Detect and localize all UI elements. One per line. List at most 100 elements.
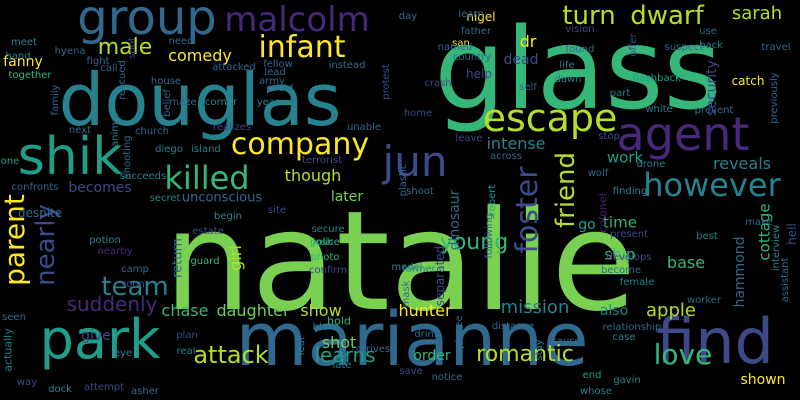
word: though — [284, 166, 342, 185]
word: shown — [740, 372, 786, 388]
word: soon — [121, 279, 145, 290]
word: attempt — [83, 382, 125, 393]
word: work — [606, 148, 644, 167]
word: arrives — [355, 344, 391, 355]
word: succeeds — [119, 171, 167, 182]
word: instead — [328, 60, 366, 71]
word: order — [413, 348, 451, 364]
word: sarah — [731, 3, 783, 24]
word: following — [484, 213, 495, 259]
word: spot — [127, 37, 138, 59]
word: female — [619, 277, 655, 288]
word: mask — [401, 280, 412, 308]
word: hunter — [398, 301, 452, 320]
word: finding — [612, 186, 648, 197]
word: help — [466, 67, 492, 81]
word: leave — [455, 133, 483, 144]
word: escape — [482, 96, 618, 140]
word: hammond — [732, 236, 748, 308]
word: island — [191, 144, 221, 155]
word: shoot — [406, 186, 434, 197]
word: mission — [500, 297, 570, 318]
word: glass — [434, 5, 722, 135]
word: could — [266, 83, 294, 94]
word: dinosaur — [447, 189, 463, 251]
word: learn — [458, 9, 484, 20]
word: begin — [214, 211, 242, 222]
word: cause — [551, 336, 581, 347]
word: diego — [155, 144, 183, 155]
word: travel — [761, 42, 791, 53]
word: apple — [646, 300, 696, 321]
word: base — [666, 253, 706, 272]
word: employee — [454, 315, 465, 365]
word: later — [330, 189, 364, 205]
word: plan — [176, 330, 198, 341]
word: drink — [414, 329, 440, 340]
word: asher — [131, 386, 159, 397]
word: ship — [604, 245, 636, 264]
word: make — [745, 217, 773, 228]
word: maze — [169, 97, 197, 108]
word: found — [565, 44, 595, 55]
word: park — [39, 308, 161, 371]
word: across — [489, 151, 523, 162]
word: attack — [193, 341, 269, 369]
word: best — [696, 231, 718, 242]
word: way — [16, 377, 38, 388]
word: develops — [606, 252, 652, 263]
word: hell — [785, 223, 799, 245]
word: return — [170, 238, 186, 278]
word: dr — [519, 32, 537, 51]
word: seen — [2, 312, 26, 323]
word: also — [599, 303, 629, 319]
word: leaf — [296, 336, 307, 356]
word: notice — [431, 372, 463, 383]
word: church — [135, 126, 169, 137]
word: killed — [164, 159, 250, 197]
word: save — [399, 366, 423, 377]
word: gavin — [613, 375, 641, 386]
word: comedy — [168, 46, 232, 65]
word: agent — [616, 107, 750, 161]
word: become — [600, 265, 642, 276]
word: josh — [312, 237, 334, 248]
word: learns — [314, 343, 376, 367]
word: girl — [226, 245, 245, 271]
word: secret — [149, 193, 181, 204]
word: foster — [510, 166, 545, 254]
word: hand — [5, 51, 31, 62]
word: call — [100, 63, 118, 74]
word: family — [50, 84, 61, 116]
word: rescued — [117, 60, 128, 100]
word: stop — [598, 131, 620, 142]
word: vision — [565, 24, 595, 35]
word: catch — [731, 74, 765, 88]
word: suspect — [664, 42, 704, 53]
word: camp — [121, 264, 149, 275]
word: wolf — [587, 168, 609, 179]
word: team — [101, 272, 169, 302]
word: guard — [190, 256, 220, 267]
word: whose — [580, 386, 612, 397]
word: lead — [264, 67, 286, 78]
word: despite — [17, 206, 63, 220]
word: unconscious — [181, 190, 263, 206]
word: relationship — [602, 322, 662, 333]
word: shot — [321, 333, 357, 352]
word: blake — [312, 322, 340, 333]
word: part — [609, 88, 631, 99]
word: nigel — [466, 10, 496, 24]
word: next — [68, 125, 92, 136]
word: infant — [258, 30, 346, 65]
word: dock — [48, 384, 72, 395]
word: give — [81, 328, 111, 344]
word: drone — [636, 159, 666, 170]
word: shik — [17, 127, 123, 187]
word: home — [403, 108, 433, 119]
word: police — [310, 237, 340, 248]
word: army — [259, 76, 285, 87]
word: fanny — [3, 54, 43, 70]
word: father — [460, 26, 492, 37]
